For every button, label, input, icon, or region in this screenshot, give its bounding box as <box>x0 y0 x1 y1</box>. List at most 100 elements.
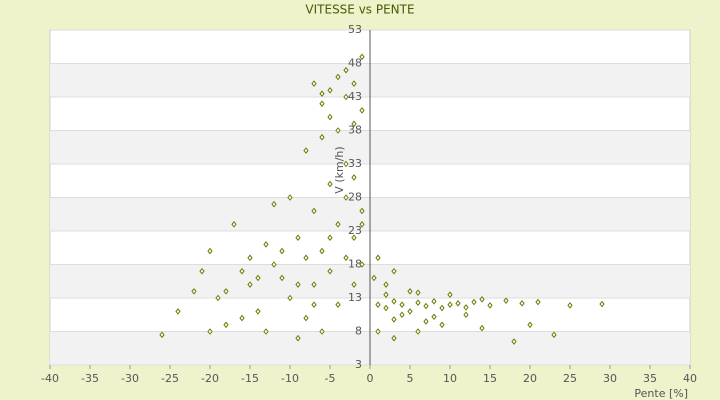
point <box>383 281 389 288</box>
x-axis-label: Pente [%] <box>634 387 688 400</box>
point <box>391 334 397 342</box>
point <box>263 241 269 248</box>
point <box>351 174 357 181</box>
point <box>327 113 333 121</box>
point <box>415 328 421 335</box>
point <box>479 296 485 303</box>
point <box>295 234 301 242</box>
point <box>295 334 301 342</box>
point <box>359 53 365 61</box>
point <box>519 300 525 307</box>
x-tick-label: -20 <box>201 372 219 385</box>
point <box>311 301 317 309</box>
point <box>527 321 533 329</box>
point <box>303 147 309 154</box>
chart-title: VITESSE vs PENTE <box>305 3 414 17</box>
point <box>247 254 253 262</box>
point <box>487 302 493 309</box>
x-tick-label: 35 <box>643 372 657 385</box>
y-tick-label: 43 <box>348 90 362 103</box>
point <box>447 291 453 298</box>
point <box>375 254 381 262</box>
point <box>311 281 317 288</box>
point <box>351 234 357 242</box>
y-tick-label: 13 <box>348 291 362 304</box>
point <box>327 234 333 242</box>
point <box>407 308 413 315</box>
point <box>359 207 365 215</box>
x-tick-label: 0 <box>367 372 374 385</box>
point <box>447 301 453 309</box>
point <box>415 299 421 306</box>
point <box>287 194 293 201</box>
point <box>319 247 325 255</box>
point <box>359 220 365 228</box>
point <box>343 93 349 101</box>
x-tick-label: -10 <box>281 372 299 385</box>
x-tick-label: 40 <box>683 372 697 385</box>
point <box>191 287 197 295</box>
point <box>335 73 341 81</box>
point <box>319 328 325 335</box>
point <box>295 281 301 288</box>
point <box>503 297 509 304</box>
point <box>319 90 325 97</box>
point <box>199 267 205 275</box>
point <box>175 308 181 315</box>
point <box>423 318 429 325</box>
x-tick-label: 20 <box>523 372 537 385</box>
point <box>343 66 349 74</box>
point <box>303 314 309 322</box>
x-tick-label: -40 <box>41 372 59 385</box>
point <box>279 274 285 282</box>
point <box>223 321 229 329</box>
point <box>407 287 413 295</box>
point <box>311 207 317 215</box>
point <box>535 298 541 306</box>
point <box>399 301 405 309</box>
point <box>239 314 245 322</box>
y-tick-label: 23 <box>348 224 362 237</box>
y-tick-label: 48 <box>348 57 362 70</box>
point <box>391 298 397 305</box>
point <box>239 267 245 275</box>
point <box>371 274 377 282</box>
x-tick-label: -35 <box>81 372 99 385</box>
point <box>247 281 253 288</box>
point <box>431 313 437 321</box>
x-tick-label: -5 <box>325 372 336 385</box>
point <box>383 291 389 298</box>
point <box>303 254 309 262</box>
point <box>343 194 349 201</box>
x-tick-label: 25 <box>563 372 577 385</box>
point <box>327 180 333 188</box>
point <box>271 261 277 268</box>
y-axis-label: V (km/h) <box>333 146 346 193</box>
point <box>335 220 341 228</box>
point <box>471 298 477 306</box>
point <box>271 200 277 208</box>
y-tick-label: 8 <box>355 325 362 338</box>
point <box>599 300 605 308</box>
y-tick-label: 18 <box>348 258 362 271</box>
point <box>551 331 557 339</box>
point <box>423 302 429 310</box>
point <box>231 220 237 228</box>
point <box>159 331 165 339</box>
point <box>255 274 261 282</box>
y-tick-label: 28 <box>348 191 362 204</box>
point <box>567 302 573 309</box>
point <box>351 281 357 288</box>
point <box>351 120 357 128</box>
point <box>311 80 317 87</box>
point <box>319 133 325 141</box>
point <box>479 324 485 332</box>
point <box>383 304 389 312</box>
point <box>207 247 213 255</box>
point <box>455 300 461 307</box>
x-tick-label: -25 <box>161 372 179 385</box>
point <box>319 100 325 108</box>
point <box>327 267 333 275</box>
point <box>439 304 445 312</box>
